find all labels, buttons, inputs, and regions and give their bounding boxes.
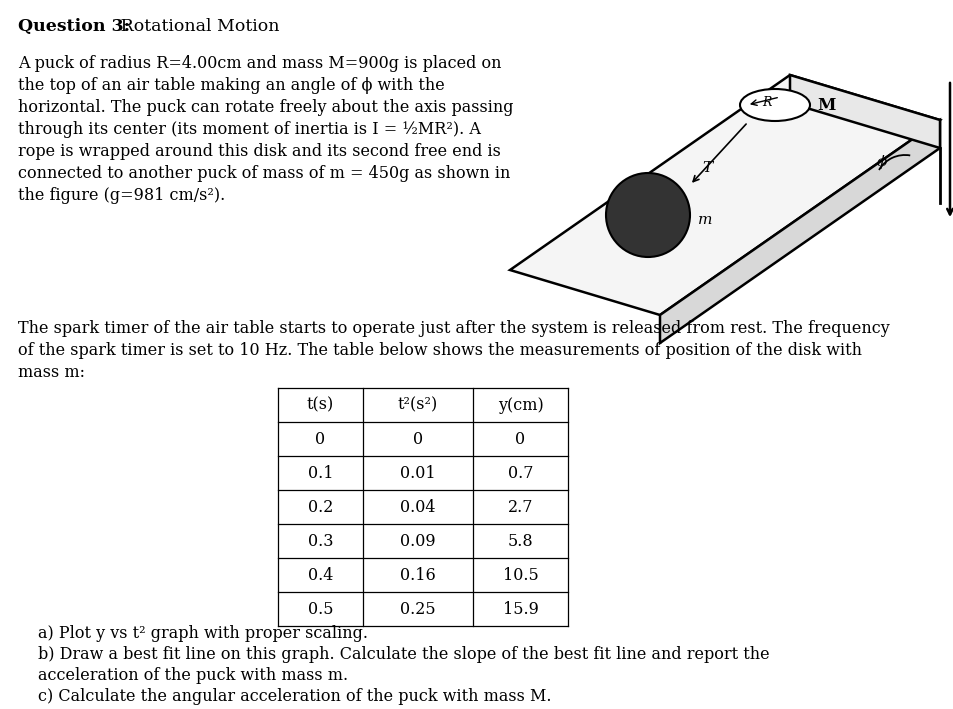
Text: R: R	[761, 96, 771, 109]
Polygon shape	[510, 75, 939, 315]
Text: horizontal. The puck can rotate freely about the axis passing: horizontal. The puck can rotate freely a…	[18, 99, 513, 116]
Text: acceleration of the puck with mass m.: acceleration of the puck with mass m.	[38, 667, 348, 684]
Text: connected to another puck of mass of m = 450g as shown in: connected to another puck of mass of m =…	[18, 165, 510, 182]
Text: 10.5: 10.5	[502, 566, 537, 584]
Text: 0.2: 0.2	[308, 498, 333, 515]
Text: ϕ: ϕ	[876, 155, 886, 169]
Text: Question 3:: Question 3:	[18, 18, 130, 35]
Text: 0.09: 0.09	[399, 532, 436, 549]
Text: 0: 0	[413, 430, 422, 447]
Text: 0: 0	[315, 430, 325, 447]
Circle shape	[605, 173, 689, 257]
Text: 0.01: 0.01	[399, 464, 436, 481]
Text: 0.4: 0.4	[308, 566, 333, 584]
Text: a) Plot y vs t² graph with proper scaling.: a) Plot y vs t² graph with proper scalin…	[38, 625, 368, 642]
Polygon shape	[659, 120, 939, 343]
Text: of the spark timer is set to 10 Hz. The table below shows the measurements of po: of the spark timer is set to 10 Hz. The …	[18, 342, 862, 359]
Text: c) Calculate the angular acceleration of the puck with mass M.: c) Calculate the angular acceleration of…	[38, 688, 551, 705]
Text: mass m:: mass m:	[18, 364, 85, 381]
Text: rope is wrapped around this disk and its second free end is: rope is wrapped around this disk and its…	[18, 143, 500, 160]
Text: the top of an air table making an angle of ϕ with the: the top of an air table making an angle …	[18, 77, 444, 94]
Text: T: T	[701, 161, 711, 175]
Text: 0.16: 0.16	[399, 566, 436, 584]
Text: Rotational Motion: Rotational Motion	[115, 18, 279, 35]
Text: 0.5: 0.5	[308, 601, 333, 618]
Text: 15.9: 15.9	[502, 601, 537, 618]
Ellipse shape	[740, 89, 809, 121]
Polygon shape	[789, 75, 939, 148]
Text: 0.25: 0.25	[399, 601, 436, 618]
Text: through its center (its moment of inertia is I = ½MR²). A: through its center (its moment of inerti…	[18, 121, 480, 138]
Text: t(s): t(s)	[307, 396, 334, 413]
Text: 0.1: 0.1	[308, 464, 333, 481]
Text: A puck of radius R=4.00cm and mass M=900g is placed on: A puck of radius R=4.00cm and mass M=900…	[18, 55, 501, 72]
Text: y(cm): y(cm)	[497, 396, 543, 413]
Text: b) Draw a best fit line on this graph. Calculate the slope of the best fit line : b) Draw a best fit line on this graph. C…	[38, 646, 769, 663]
Text: the figure (g=981 cm/s²).: the figure (g=981 cm/s²).	[18, 187, 225, 204]
Text: m: m	[698, 213, 712, 227]
Text: 2.7: 2.7	[507, 498, 533, 515]
Text: 0.3: 0.3	[308, 532, 333, 549]
Text: 0: 0	[515, 430, 525, 447]
Text: t²(s²): t²(s²)	[397, 396, 437, 413]
Text: 0.7: 0.7	[507, 464, 533, 481]
Text: The spark timer of the air table starts to operate just after the system is rele: The spark timer of the air table starts …	[18, 320, 889, 337]
Text: 5.8: 5.8	[507, 532, 533, 549]
Text: 0.04: 0.04	[400, 498, 436, 515]
Text: M: M	[816, 96, 835, 113]
